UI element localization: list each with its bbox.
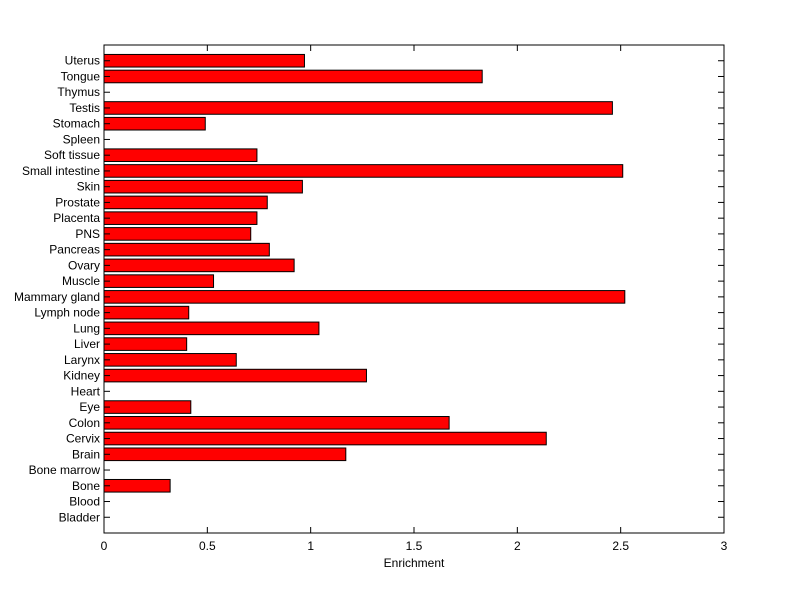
y-tick-label: Uterus bbox=[65, 54, 100, 68]
x-tick-label: 1 bbox=[307, 539, 314, 553]
y-tick-label: Eye bbox=[79, 400, 100, 414]
y-tick-label: PNS bbox=[75, 227, 100, 241]
bar-colon bbox=[103, 416, 450, 430]
y-tick-label: Thymus bbox=[57, 85, 100, 99]
x-tick-label: 1.5 bbox=[406, 539, 423, 553]
bar-testis bbox=[103, 101, 613, 115]
bar-tongue bbox=[103, 69, 483, 84]
x-axis-label: Enrichment bbox=[384, 556, 445, 570]
bar-skin bbox=[103, 179, 303, 194]
y-tick-label: Placenta bbox=[53, 211, 100, 225]
y-tick-label: Blood bbox=[69, 495, 100, 509]
bar-brain bbox=[103, 447, 347, 462]
y-tick-label: Bladder bbox=[59, 510, 100, 524]
y-tick-label: Prostate bbox=[55, 195, 100, 209]
x-tick-label: 2 bbox=[514, 539, 521, 553]
y-tick-label: Spleen bbox=[63, 132, 100, 146]
x-tick-labels: 0 0.5 1 1.5 2 2.5 3 bbox=[101, 539, 728, 553]
y-tick-label: Ovary bbox=[68, 258, 100, 272]
bar-placenta bbox=[103, 211, 258, 225]
x-tick-label: 0 bbox=[101, 539, 108, 553]
bar-lung bbox=[103, 321, 320, 336]
y-tick-label: Skin bbox=[77, 180, 100, 194]
y-tick-label: Heart bbox=[71, 384, 101, 398]
y-tick-label: Bone bbox=[72, 479, 100, 493]
y-tick-label: Colon bbox=[69, 416, 100, 430]
y-tick-label: Muscle bbox=[62, 274, 100, 288]
y-tick-label: Kidney bbox=[63, 369, 100, 383]
y-tick-label: Mammary gland bbox=[14, 290, 100, 304]
y-tick-label: Larynx bbox=[64, 353, 100, 367]
y-tick-label: Bone marrow bbox=[29, 463, 101, 477]
bar-small-intestine bbox=[103, 164, 624, 178]
x-tick-label: 3 bbox=[721, 539, 728, 553]
bar-bone bbox=[103, 478, 171, 493]
bars-group bbox=[103, 53, 626, 493]
y-tick-label: Stomach bbox=[53, 117, 100, 131]
bar-soft-tissue bbox=[103, 148, 258, 162]
bar-larynx bbox=[103, 353, 237, 367]
x-tick-label: 2.5 bbox=[612, 539, 629, 553]
bar-eye bbox=[103, 400, 192, 414]
y-tick-label: Testis bbox=[69, 101, 100, 115]
y-tick-label: Lymph node bbox=[34, 306, 100, 320]
y-tick-label: Liver bbox=[74, 337, 100, 351]
bar-cervix bbox=[103, 431, 547, 446]
y-tick-label: Lung bbox=[73, 321, 100, 335]
bar-prostate bbox=[103, 195, 268, 210]
bar-lymph-node bbox=[103, 305, 190, 320]
bar-muscle bbox=[103, 274, 215, 288]
bar-kidney bbox=[103, 368, 367, 383]
y-tick-label: Brain bbox=[72, 447, 100, 461]
bar-mammary-gland bbox=[103, 290, 626, 304]
y-tick-label: Cervix bbox=[66, 432, 100, 446]
bar-uterus bbox=[103, 53, 305, 68]
x-tick-label: 0.5 bbox=[199, 539, 216, 553]
y-tick-label: Tongue bbox=[61, 69, 101, 83]
y-tick-label: Small intestine bbox=[22, 164, 100, 178]
bar-pns bbox=[103, 227, 252, 241]
bar-ovary bbox=[103, 258, 295, 273]
plot-area-box bbox=[103, 44, 725, 534]
bar-pancreas bbox=[103, 242, 270, 257]
y-tick-label: Soft tissue bbox=[44, 148, 100, 162]
y-tick-label: Pancreas bbox=[49, 243, 100, 257]
bar-stomach bbox=[103, 116, 206, 131]
bar-liver bbox=[103, 337, 188, 351]
